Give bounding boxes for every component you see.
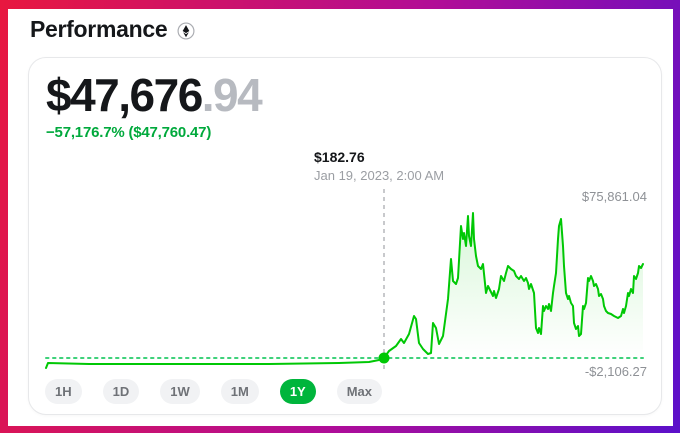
range-1w-button[interactable]: 1W xyxy=(160,379,200,404)
portfolio-value-main: $47,676 xyxy=(46,69,203,121)
performance-card: $47,676.94 −57,176.7% ($47,760.47) $182.… xyxy=(28,57,662,415)
chart-area-fill xyxy=(384,213,643,358)
range-1d-button[interactable]: 1D xyxy=(102,379,140,404)
page-title: Performance xyxy=(30,16,168,42)
performance-chart[interactable] xyxy=(29,58,663,416)
price-line xyxy=(45,212,644,369)
portfolio-value-decimal: .94 xyxy=(201,69,263,121)
chart-high-label: $75,861.04 xyxy=(581,189,647,204)
hover-point-dot[interactable] xyxy=(378,352,390,364)
portfolio-value: $47,676.94 xyxy=(46,68,263,122)
range-1h-button[interactable]: 1H xyxy=(45,379,82,404)
change-text: −57,176.7% ($47,760.47) xyxy=(46,124,212,141)
performance-page: Performance $47,676.94 −57,176.7% ($47,7… xyxy=(8,9,673,426)
tooltip-datetime: Jan 19, 2023, 2:00 AM xyxy=(314,167,445,183)
range-1y-button[interactable]: 1Y xyxy=(279,379,316,404)
range-max-button[interactable]: Max xyxy=(336,379,383,404)
header: Performance xyxy=(8,9,673,43)
range-selector: 1H 1D 1W 1M 1Y Max xyxy=(45,379,383,404)
range-1m-button[interactable]: 1M xyxy=(220,379,259,404)
hover-tooltip: $182.76 Jan 19, 2023, 2:00 AM xyxy=(314,149,444,184)
chart-low-label: -$2,106.27 xyxy=(584,364,647,379)
tooltip-price: $182.76 xyxy=(314,149,365,165)
ethereum-icon[interactable] xyxy=(176,21,196,41)
